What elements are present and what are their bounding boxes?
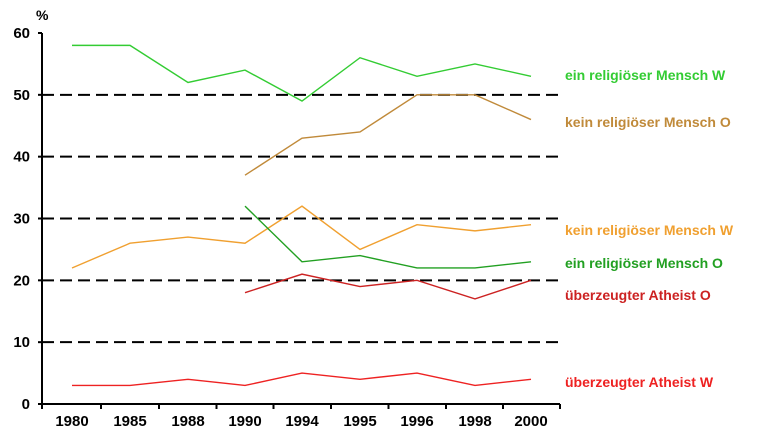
x-tick-label-1996: 1996: [400, 413, 433, 430]
series-line-4: [244, 273, 532, 300]
series-label-5: überzeugter Atheist W: [565, 374, 714, 390]
series-label-3: ein religiöser Mensch O: [565, 255, 723, 271]
x-tick-label-1980: 1980: [55, 413, 88, 430]
series-label-4: überzeugter Atheist O: [565, 287, 711, 303]
y-tick-label-10: 10: [13, 334, 30, 351]
x-tick-label-1990: 1990: [228, 413, 261, 430]
y-axis-ticks: 0 10 20 30 40 50 60: [13, 25, 42, 413]
y-tick-label-0: 0: [22, 396, 30, 413]
x-tick-label-1988: 1988: [171, 413, 204, 430]
series-label-1: kein religiöser Mensch O: [565, 114, 731, 130]
x-tick-label-1985: 1985: [113, 413, 146, 430]
x-tick-label-2000: 2000: [514, 413, 547, 430]
series-labels: ein religiöser Mensch W kein religiöser M…: [565, 67, 734, 390]
grid-lines: [42, 93, 560, 344]
series-lines: [71, 44, 532, 387]
x-tick-label-1998: 1998: [458, 413, 491, 430]
y-tick-label-40: 40: [13, 149, 30, 166]
series-line-2: [71, 205, 532, 269]
y-tick-label-60: 60: [13, 25, 30, 42]
series-line-3: [244, 205, 532, 269]
series-line-5: [72, 372, 532, 387]
y-tick-label-20: 20: [13, 272, 30, 289]
series-label-0: ein religiöser Mensch W: [565, 67, 726, 83]
x-tick-label-1995: 1995: [343, 413, 376, 430]
y-axis-unit: %: [36, 7, 49, 23]
y-tick-label-50: 50: [13, 87, 30, 104]
series-line-0: [72, 44, 532, 102]
y-tick-label-30: 30: [13, 211, 30, 228]
series-label-2: kein religiöser Mensch W: [565, 222, 734, 238]
series-line-1: [244, 94, 532, 176]
x-tick-label-1994: 1994: [285, 413, 319, 430]
x-axis-ticks: 1980 1985 1988 1990 1994 1995 1996 1998 2000: [41, 404, 561, 430]
